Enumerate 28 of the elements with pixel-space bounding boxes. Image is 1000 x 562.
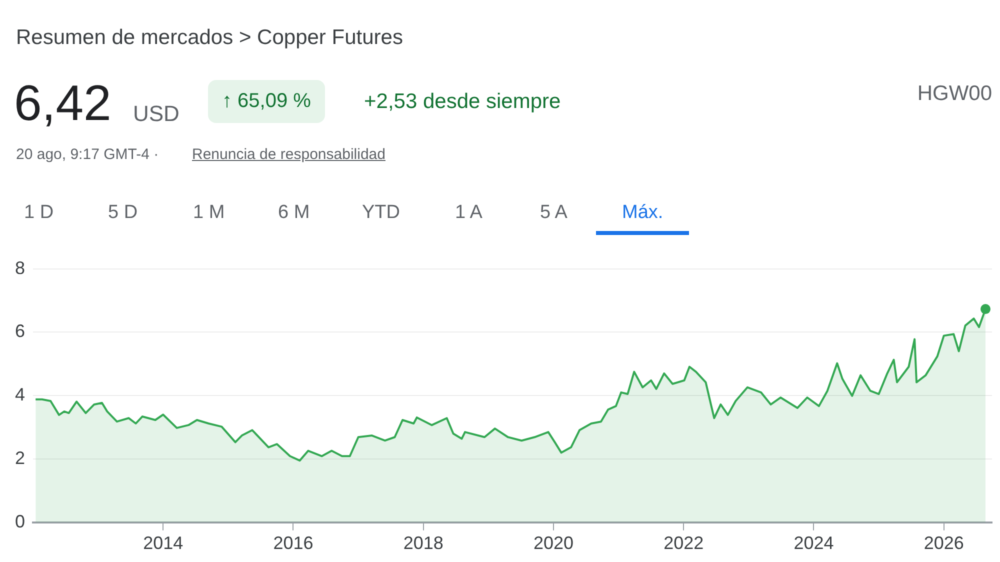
x-tick-label: 2018	[403, 533, 444, 554]
text: 20 ago, 9:17 GMT-4 ·	[16, 146, 159, 163]
x-tick-label: 2022	[664, 533, 704, 554]
text: YTD	[362, 202, 400, 224]
x-tick-label: 2026	[924, 533, 964, 554]
x-tick-label: 2020	[533, 533, 574, 554]
text: +2,53 desde siempre	[364, 90, 561, 114]
text: 6 M	[278, 202, 310, 224]
chart-title: Resumen de mercados > Copper Futures	[16, 26, 403, 50]
text: 1 A	[455, 202, 482, 224]
y-tick-label: 0	[14, 511, 25, 532]
text: 1 D	[24, 202, 54, 224]
text: 1 M	[193, 202, 225, 224]
text: 6,42	[14, 74, 112, 132]
text: 5 A	[540, 202, 568, 224]
x-tick-label: 2024	[794, 533, 834, 554]
x-tick-label: 2014	[143, 533, 184, 554]
text: Renuncia de responsabilidad	[192, 146, 386, 163]
y-tick-label: 6	[14, 321, 25, 342]
text: Máx.	[596, 202, 690, 235]
text: USD	[133, 101, 180, 127]
text: ↑ 65,09 %	[208, 80, 325, 123]
y-tick-label: 8	[14, 258, 25, 278]
text: 5 D	[108, 202, 138, 224]
x-tick-label: 2016	[273, 533, 314, 554]
text: HGW00	[917, 82, 992, 106]
y-tick-label: 2	[14, 448, 25, 468]
y-tick-label: 4	[14, 384, 25, 405]
